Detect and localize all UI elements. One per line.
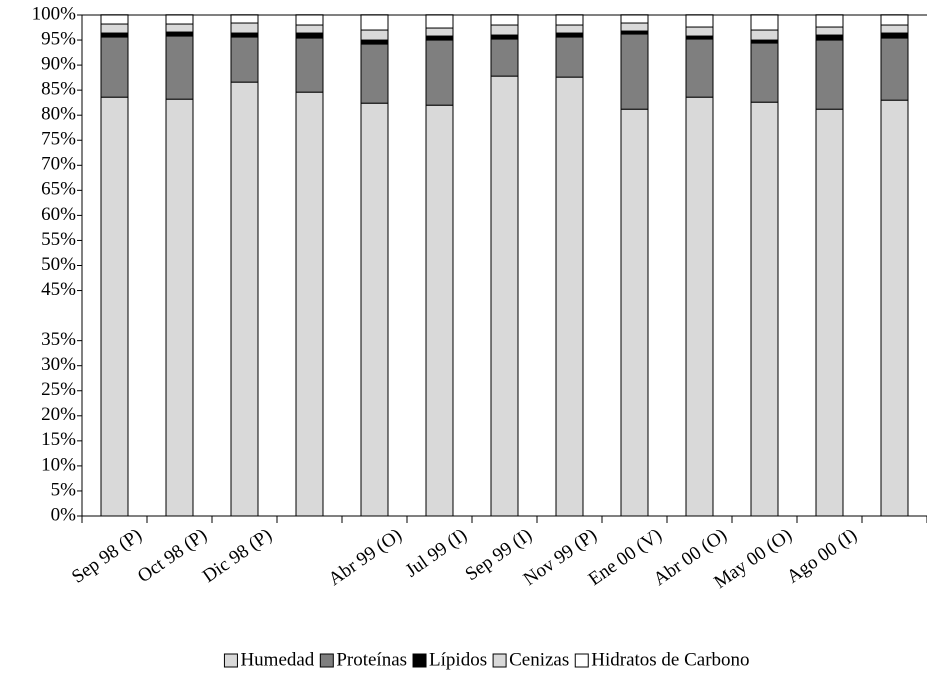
y-tick-label: 60% bbox=[41, 204, 76, 225]
bar-segment bbox=[490, 75, 519, 517]
x-tick-label: Ago 00 (I) bbox=[783, 524, 861, 587]
bar-segment bbox=[880, 24, 909, 34]
y-tick-label: 5% bbox=[51, 479, 77, 500]
bar-segment bbox=[230, 81, 259, 517]
y-tick-label: 15% bbox=[41, 429, 76, 450]
x-tick-label: Dic 98 (P) bbox=[199, 524, 276, 587]
bar-segment bbox=[555, 36, 584, 78]
bar-segment bbox=[165, 31, 194, 37]
bar-segment bbox=[555, 76, 584, 517]
y-tick-label: 30% bbox=[41, 354, 76, 375]
bar-segment bbox=[620, 108, 649, 517]
y-tick-label: 25% bbox=[41, 379, 76, 400]
bar-segment bbox=[165, 14, 194, 25]
y-tick-label: 35% bbox=[41, 329, 76, 350]
legend-swatch bbox=[574, 653, 589, 668]
bar-segment bbox=[360, 43, 389, 104]
bar-segment bbox=[555, 14, 584, 26]
y-tick-label: 75% bbox=[41, 129, 76, 150]
bar-segment bbox=[490, 34, 519, 40]
x-tick-label: Sep 98 (P) bbox=[68, 524, 146, 587]
bar-segment bbox=[815, 34, 844, 41]
x-tick-label: Jul 99 (I) bbox=[402, 524, 471, 581]
legend-label: Proteínas bbox=[336, 649, 407, 670]
bar-segment bbox=[750, 29, 779, 41]
bar-segment bbox=[815, 108, 844, 517]
legend-label: Cenizas bbox=[509, 649, 569, 670]
bar-segment bbox=[165, 98, 194, 517]
bar-segment bbox=[815, 26, 844, 36]
bar-segment bbox=[230, 36, 259, 83]
bar-segment bbox=[100, 96, 129, 517]
bar-segment bbox=[815, 14, 844, 28]
bar-segment bbox=[295, 32, 324, 39]
bar-segment bbox=[425, 14, 454, 29]
bar-segment bbox=[360, 102, 389, 517]
legend-label: Hidratos de Carbono bbox=[591, 649, 749, 670]
bar-segment bbox=[165, 23, 194, 33]
bar-segment bbox=[490, 14, 519, 26]
legend-swatch bbox=[223, 653, 238, 668]
bar-segment bbox=[750, 14, 779, 31]
y-tick-label: 95% bbox=[41, 28, 76, 49]
x-tick-label: Abr 99 (O) bbox=[325, 524, 406, 590]
bar-segment bbox=[360, 14, 389, 31]
y-tick-label: 90% bbox=[41, 53, 76, 74]
bar-segment bbox=[360, 29, 389, 41]
bar-segment bbox=[490, 38, 519, 77]
y-tick-label: 50% bbox=[41, 254, 76, 275]
y-tick-label: 100% bbox=[32, 3, 77, 24]
bar-segment bbox=[685, 38, 714, 98]
bar-segment bbox=[425, 104, 454, 517]
bar-segment bbox=[100, 14, 129, 25]
bar-segment bbox=[555, 32, 584, 38]
legend-swatch bbox=[412, 653, 427, 668]
bar-segment bbox=[230, 22, 259, 34]
bar-segment bbox=[425, 27, 454, 37]
bar-segment bbox=[555, 24, 584, 34]
bar-segment bbox=[880, 14, 909, 26]
bar-segment bbox=[880, 37, 909, 101]
bar-segment bbox=[230, 32, 259, 38]
bar-segment bbox=[685, 26, 714, 37]
bar-segment bbox=[880, 99, 909, 517]
bar-segment bbox=[815, 39, 844, 110]
legend-label: Lípidos bbox=[429, 649, 487, 670]
y-tick-label: 65% bbox=[41, 179, 76, 200]
legend-label: Humedad bbox=[240, 649, 314, 670]
bar-segment bbox=[100, 23, 129, 34]
y-tick-label: 20% bbox=[41, 404, 76, 425]
y-tick-label: 45% bbox=[41, 279, 76, 300]
bar-segment bbox=[295, 91, 324, 517]
bar-segment bbox=[490, 24, 519, 36]
y-tick-label: 70% bbox=[41, 154, 76, 175]
bar-segment bbox=[620, 14, 649, 24]
y-tick-label: 80% bbox=[41, 104, 76, 125]
y-tick-label: 0% bbox=[51, 504, 77, 525]
bar-segment bbox=[425, 35, 454, 41]
bar-segment bbox=[620, 22, 649, 32]
bar-segment bbox=[425, 39, 454, 106]
bar-segment bbox=[295, 14, 324, 26]
bar-segment bbox=[100, 36, 129, 98]
y-tick-label: 55% bbox=[41, 229, 76, 250]
legend-swatch bbox=[492, 653, 507, 668]
y-tick-label: 10% bbox=[41, 454, 76, 475]
bar-segment bbox=[685, 14, 714, 28]
bar-segment bbox=[750, 42, 779, 103]
y-tick-label: 85% bbox=[41, 79, 76, 100]
bar-segment bbox=[100, 32, 129, 38]
bar-segment bbox=[880, 32, 909, 39]
bar-segment bbox=[360, 39, 389, 45]
x-tick-label: Oct 98 (P) bbox=[134, 524, 211, 587]
bar-segment bbox=[750, 101, 779, 517]
bar-segment bbox=[165, 35, 194, 100]
bar-segment bbox=[230, 14, 259, 24]
bar-segment bbox=[295, 37, 324, 93]
legend-swatch bbox=[319, 653, 334, 668]
bar-segment bbox=[685, 96, 714, 517]
bar-segment bbox=[620, 33, 649, 110]
bar-segment bbox=[295, 24, 324, 34]
